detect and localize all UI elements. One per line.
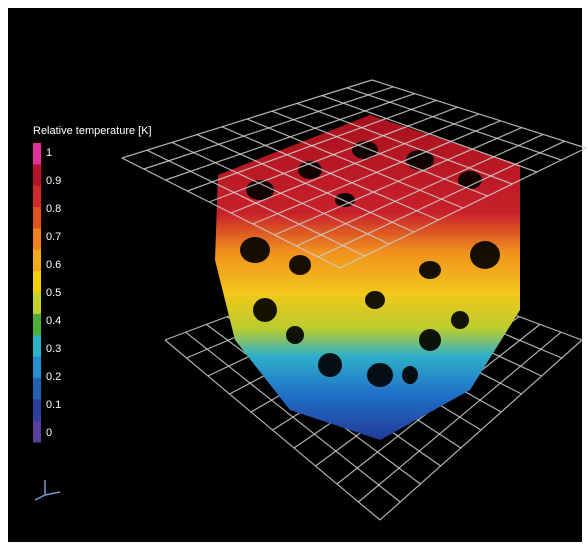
legend-tick-label: 0.8 (46, 203, 61, 215)
grid-line (339, 147, 587, 269)
legend-swatch (33, 356, 41, 379)
legend-swatch (33, 313, 41, 336)
legend-tick-label: 0.1 (46, 399, 61, 411)
legend-swatch (33, 228, 41, 251)
legend-swatch (33, 420, 41, 443)
legend-tick-label: 0.3 (46, 343, 61, 355)
legend-swatch (33, 249, 41, 272)
axes-icon (34, 480, 61, 501)
legend-tick-label: 0.2 (46, 371, 61, 383)
grid-line (317, 140, 565, 258)
legend-tick-label: 0.6 (46, 259, 61, 271)
grid-line (346, 87, 562, 161)
grid-line (379, 339, 583, 521)
legend-tick-label: 0.9 (46, 175, 61, 187)
legend-swatch (33, 399, 41, 422)
legend-swatch (33, 292, 41, 315)
grid-line (252, 120, 501, 225)
grid-line (296, 102, 513, 185)
legend-tick-label: 1 (46, 147, 52, 159)
grid-line (321, 95, 538, 173)
legend-swatch (33, 271, 41, 293)
structure (215, 115, 520, 440)
grid-line (271, 110, 488, 197)
legend-tick-label: 0.4 (46, 315, 61, 327)
legend-swatch (33, 335, 41, 358)
legend-swatch (33, 164, 41, 187)
legend-tick-label: 0.5 (46, 287, 61, 299)
color-legend: Relative temperature [K] 1 0.9 0.8 0.7 0.6 0.… (33, 125, 152, 443)
grid-line (274, 127, 523, 236)
grid-line (230, 113, 480, 214)
legend-swatch (33, 207, 41, 229)
legend-swatch (33, 377, 41, 400)
upper-grid (121, 79, 587, 269)
grid-line (371, 79, 587, 149)
legend-swatch (33, 185, 41, 208)
grid-line (358, 331, 562, 503)
legend-tick-label: 0.7 (46, 231, 61, 243)
legend-tick-label: 0 (46, 427, 52, 439)
legend-swatch (33, 143, 41, 165)
grid-line (296, 133, 544, 247)
legend-title: Relative temperature [K] (33, 125, 152, 137)
